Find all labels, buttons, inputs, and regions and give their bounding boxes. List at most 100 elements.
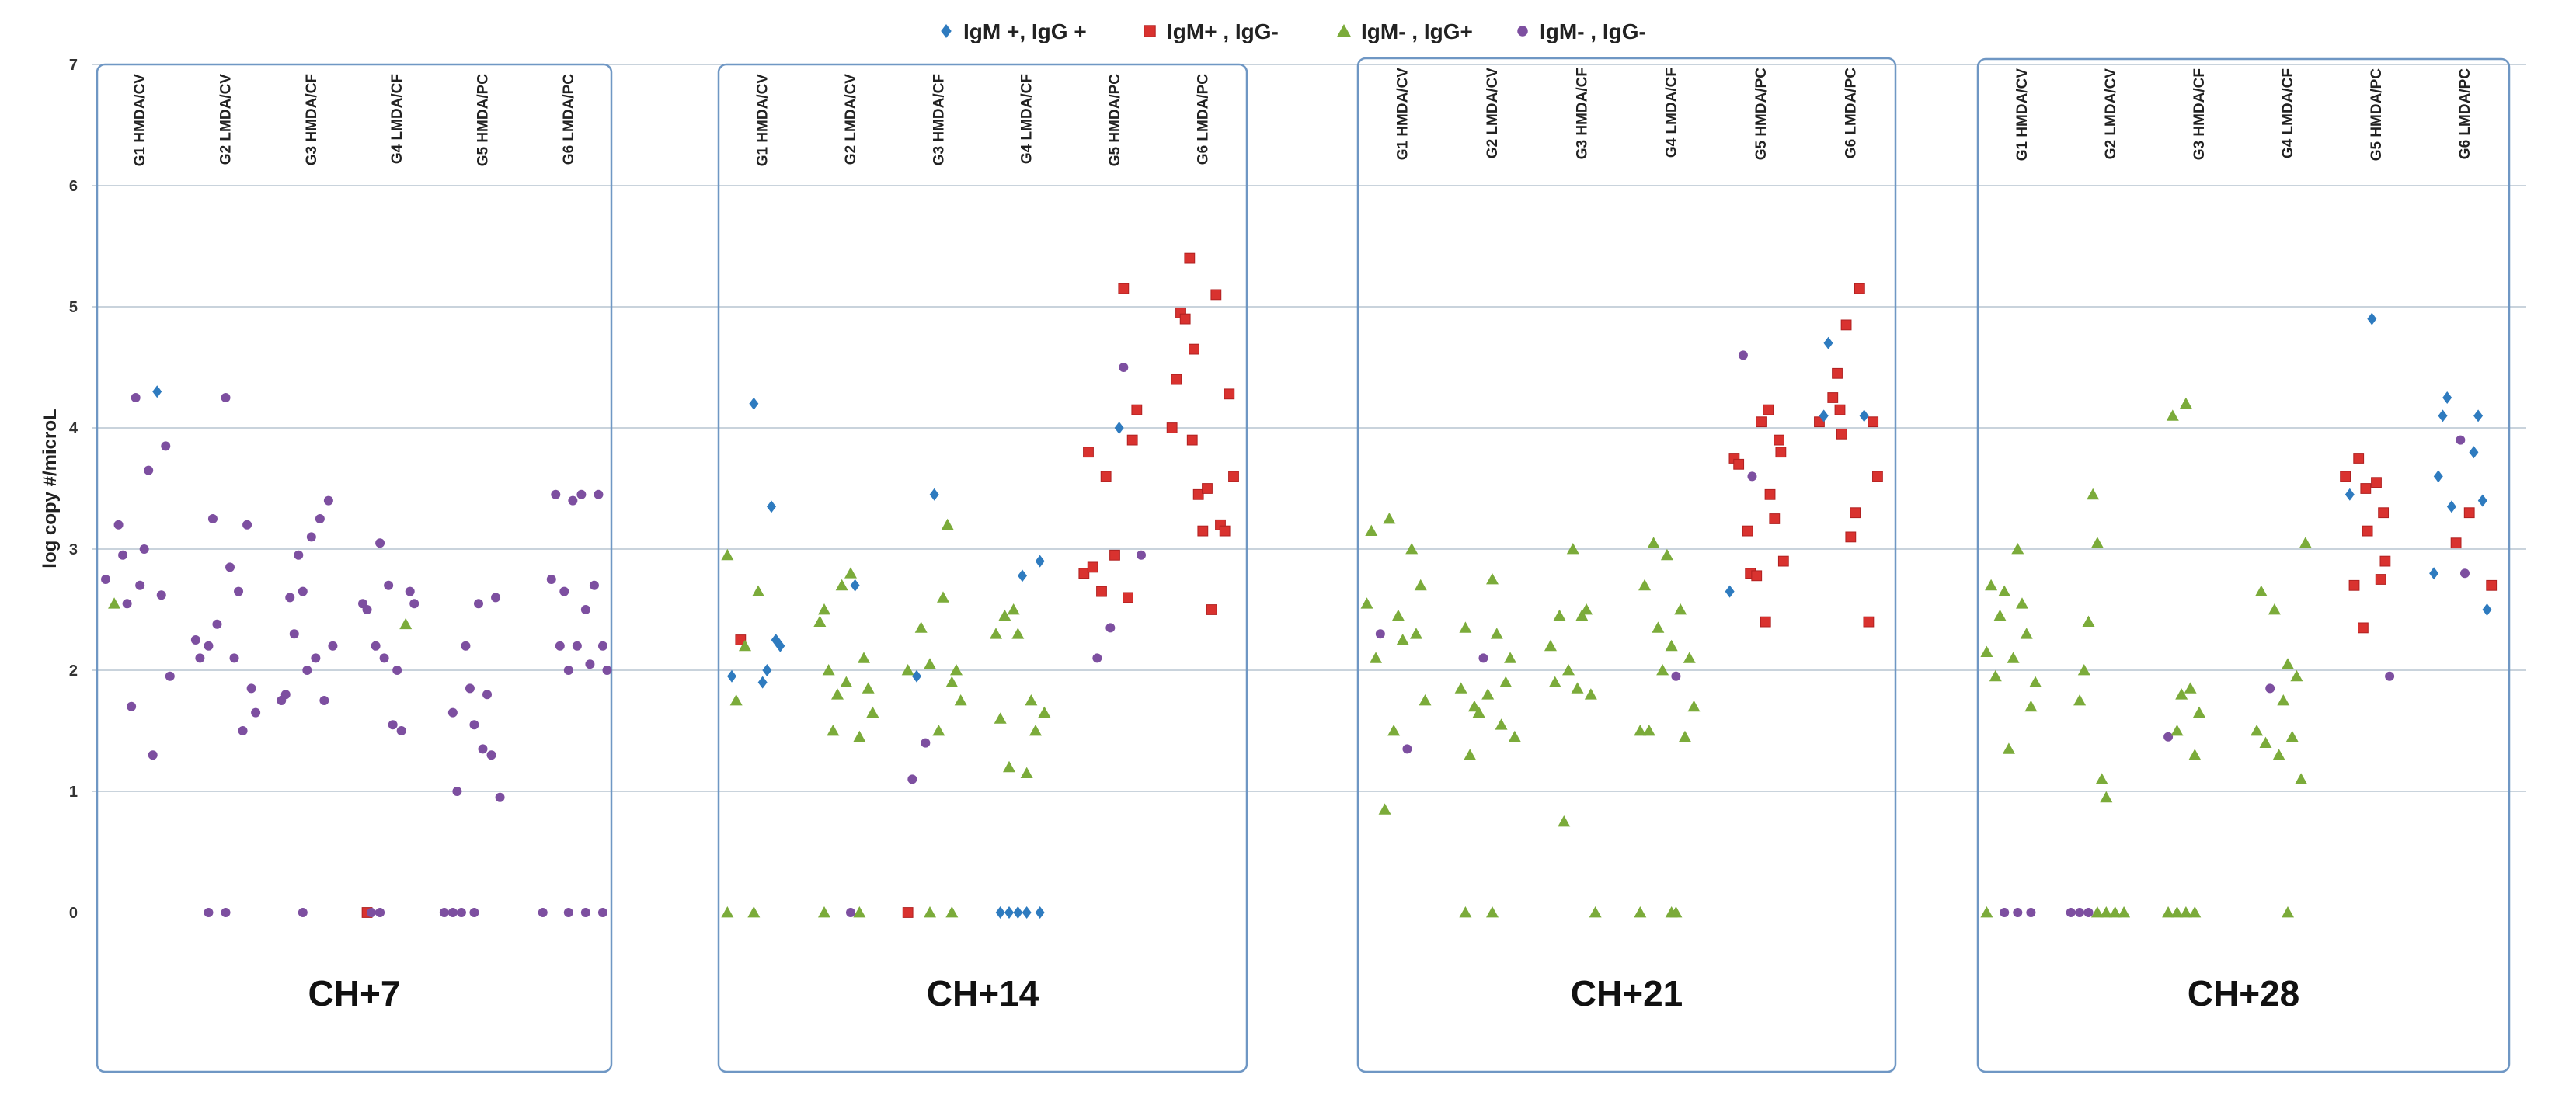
- data-point-pp: [1725, 585, 1735, 598]
- data-point-pp: [1035, 906, 1045, 919]
- data-point-pm: [1777, 555, 1789, 567]
- data-point-mm: [580, 605, 590, 614]
- data-point-pm: [1850, 507, 1861, 519]
- group-label: G3 HMDA/CF: [304, 74, 320, 165]
- data-point-mp: [822, 664, 835, 676]
- data-point-mm: [375, 538, 385, 548]
- data-point-pm: [1126, 434, 1138, 446]
- data-point-pm: [1760, 616, 1771, 628]
- data-point-mp: [2295, 773, 2308, 784]
- data-point-mp: [914, 621, 928, 633]
- data-point-mp: [1378, 803, 1391, 815]
- data-point-mm: [597, 641, 607, 651]
- data-point-mp: [2259, 736, 2272, 748]
- data-point-mp: [739, 639, 751, 652]
- data-point-mp: [2188, 749, 2202, 760]
- data-point-mm: [362, 605, 372, 614]
- data-point-mm: [101, 575, 111, 584]
- data-point-mm: [144, 465, 154, 475]
- data-point-pp: [2429, 567, 2439, 580]
- data-point-pm: [2353, 453, 2365, 464]
- data-point-mp: [2193, 706, 2205, 718]
- data-point-mm: [298, 908, 308, 917]
- data-point-mm: [294, 550, 304, 560]
- data-point-mp: [721, 548, 734, 561]
- data-point-mp: [1571, 682, 1584, 694]
- data-point-mp: [2118, 906, 2131, 918]
- data-point-mm: [375, 908, 385, 917]
- y-tick-label: 6: [69, 178, 78, 195]
- data-point-pm: [1751, 570, 1763, 582]
- data-point-pp: [929, 488, 939, 501]
- data-point-mp: [1011, 628, 1025, 639]
- data-point-mm: [379, 653, 389, 663]
- data-point-mm: [2265, 683, 2275, 694]
- data-point-mp: [2095, 773, 2108, 784]
- data-point-mp: [2011, 543, 2024, 555]
- data-point-mm: [135, 580, 145, 590]
- data-point-pm: [1840, 319, 1852, 331]
- data-point-mm: [589, 580, 599, 590]
- data-point-pm: [1109, 549, 1120, 561]
- data-point-mp: [752, 585, 764, 596]
- data-point-pp: [2477, 494, 2487, 507]
- data-point-mp: [945, 676, 959, 687]
- data-point-mp: [990, 628, 1002, 639]
- data-point-pm: [1087, 561, 1098, 573]
- data-point-pp: [2482, 603, 2492, 616]
- data-point-pm: [1131, 404, 1143, 415]
- data-point-mp: [1508, 730, 1521, 742]
- data-point-mm: [447, 908, 458, 917]
- data-point-mm: [555, 641, 565, 651]
- data-point-mm: [921, 738, 931, 748]
- data-point-pm: [2340, 471, 2351, 482]
- data-point-mp: [1003, 760, 1015, 773]
- data-point-mm: [439, 908, 449, 917]
- data-point-pm: [1083, 447, 1094, 458]
- data-point-pm: [1202, 483, 1213, 494]
- legend-marker-pm: [1144, 25, 1156, 37]
- group-label: G5 HMDA/PC: [1107, 74, 1123, 167]
- data-point-mm: [2013, 908, 2023, 917]
- data-point-mp: [2175, 688, 2188, 700]
- data-point-mm: [602, 666, 612, 675]
- data-point-pm: [1096, 586, 1107, 597]
- data-point-mp: [827, 725, 840, 736]
- data-point-mm: [229, 653, 239, 663]
- data-point-mp: [1459, 906, 1472, 918]
- data-point-mp: [1638, 579, 1652, 591]
- data-point-pm: [1228, 471, 1239, 482]
- legend-marker-mp: [1337, 24, 1351, 37]
- data-point-pm: [2378, 507, 2390, 519]
- data-point-mp: [1020, 767, 1033, 778]
- data-point-mm: [452, 787, 462, 796]
- data-point-mp: [1495, 718, 1508, 730]
- data-point-mm: [486, 750, 496, 760]
- data-point-mm: [392, 666, 402, 675]
- data-point-mp: [840, 676, 853, 687]
- data-point-pm: [2486, 579, 2498, 591]
- panel-chplus21: G1 HMDA/CV G2 LMDA/CV G3 HMDA/CF G4 LMDA/CF…: [1356, 57, 1897, 1073]
- data-point-pm: [1189, 343, 1199, 355]
- y-tick-label: 7: [69, 57, 78, 74]
- data-point-mp: [2007, 652, 2020, 663]
- y-axis: 0 1 2 3 4 5 6 7 log copy #/microL: [40, 57, 78, 922]
- data-point-mm: [2075, 908, 2085, 917]
- data-point-mm: [122, 599, 132, 609]
- y-tick-label: 2: [69, 662, 78, 680]
- data-point-mm: [580, 908, 590, 917]
- data-point-pp: [1013, 906, 1023, 919]
- data-point-mp: [831, 688, 844, 700]
- y-tick-label: 3: [69, 541, 78, 558]
- data-point-pm: [1774, 434, 1784, 446]
- data-point-mm: [221, 908, 231, 917]
- data-point-mp: [1678, 730, 1691, 742]
- data-point-mp: [994, 712, 1007, 724]
- data-point-mp: [1414, 579, 1427, 591]
- group-label: G6 LMDA/PC: [561, 74, 577, 165]
- data-point-mp: [1589, 906, 1602, 918]
- data-point-mm: [469, 720, 479, 730]
- data-point-mp: [2272, 749, 2285, 760]
- data-point-mp: [1553, 609, 1566, 621]
- data-point-mm: [491, 593, 501, 603]
